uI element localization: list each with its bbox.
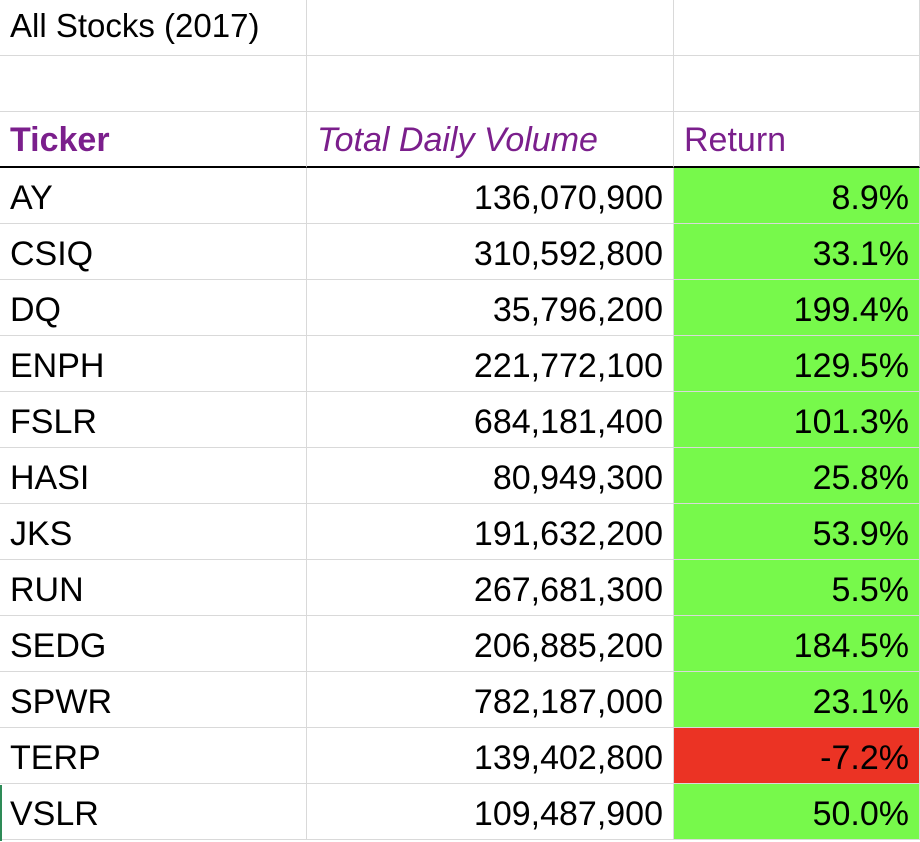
volume-cell[interactable]: 136,070,900: [307, 168, 674, 224]
ticker-cell[interactable]: AY: [0, 168, 307, 224]
return-cell[interactable]: 184.5%: [674, 616, 920, 672]
volume-cell[interactable]: 684,181,400: [307, 392, 674, 448]
volume-cell[interactable]: 267,681,300: [307, 560, 674, 616]
header-return-label: Return: [684, 121, 787, 159]
empty-cell[interactable]: [0, 56, 307, 112]
ticker-cell[interactable]: CSIQ: [0, 224, 307, 280]
ticker-cell[interactable]: RUN: [0, 560, 307, 616]
return-cell[interactable]: 5.5%: [674, 560, 920, 616]
return-cell[interactable]: 50.0%: [674, 784, 920, 840]
return-cell[interactable]: 23.1%: [674, 672, 920, 728]
volume-cell[interactable]: 35,796,200: [307, 280, 674, 336]
return-cell[interactable]: 129.5%: [674, 336, 920, 392]
sheet-title-cell[interactable]: All Stocks (2017): [0, 0, 307, 56]
volume-cell[interactable]: 109,487,900: [307, 784, 674, 840]
return-cell[interactable]: 101.3%: [674, 392, 920, 448]
header-volume-label: Total Daily Volume: [317, 121, 598, 159]
ticker-cell[interactable]: ENPH: [0, 336, 307, 392]
sheet-title: All Stocks (2017): [10, 6, 260, 44]
empty-cell[interactable]: [674, 56, 920, 112]
header-return[interactable]: Return: [674, 112, 920, 168]
return-cell[interactable]: 53.9%: [674, 504, 920, 560]
header-ticker-label: Ticker: [10, 121, 110, 159]
volume-cell[interactable]: 139,402,800: [307, 728, 674, 784]
volume-cell[interactable]: 80,949,300: [307, 448, 674, 504]
ticker-cell[interactable]: SEDG: [0, 616, 307, 672]
ticker-cell[interactable]: FSLR: [0, 392, 307, 448]
ticker-cell[interactable]: VSLR: [0, 784, 307, 840]
volume-cell[interactable]: 310,592,800: [307, 224, 674, 280]
volume-cell[interactable]: 782,187,000: [307, 672, 674, 728]
header-volume[interactable]: Total Daily Volume: [307, 112, 674, 168]
empty-cell[interactable]: [307, 56, 674, 112]
return-cell[interactable]: 199.4%: [674, 280, 920, 336]
ticker-cell[interactable]: HASI: [0, 448, 307, 504]
ticker-cell[interactable]: JKS: [0, 504, 307, 560]
return-cell[interactable]: 8.9%: [674, 168, 920, 224]
ticker-cell[interactable]: SPWR: [0, 672, 307, 728]
header-ticker[interactable]: Ticker: [0, 112, 307, 168]
ticker-cell[interactable]: DQ: [0, 280, 307, 336]
volume-cell[interactable]: 206,885,200: [307, 616, 674, 672]
return-cell[interactable]: -7.2%: [674, 728, 920, 784]
volume-cell[interactable]: 221,772,100: [307, 336, 674, 392]
column-edge-marker: [0, 785, 2, 841]
return-cell[interactable]: 33.1%: [674, 224, 920, 280]
volume-cell[interactable]: 191,632,200: [307, 504, 674, 560]
ticker-cell[interactable]: TERP: [0, 728, 307, 784]
empty-cell[interactable]: [674, 0, 920, 56]
empty-cell[interactable]: [307, 0, 674, 56]
return-cell[interactable]: 25.8%: [674, 448, 920, 504]
